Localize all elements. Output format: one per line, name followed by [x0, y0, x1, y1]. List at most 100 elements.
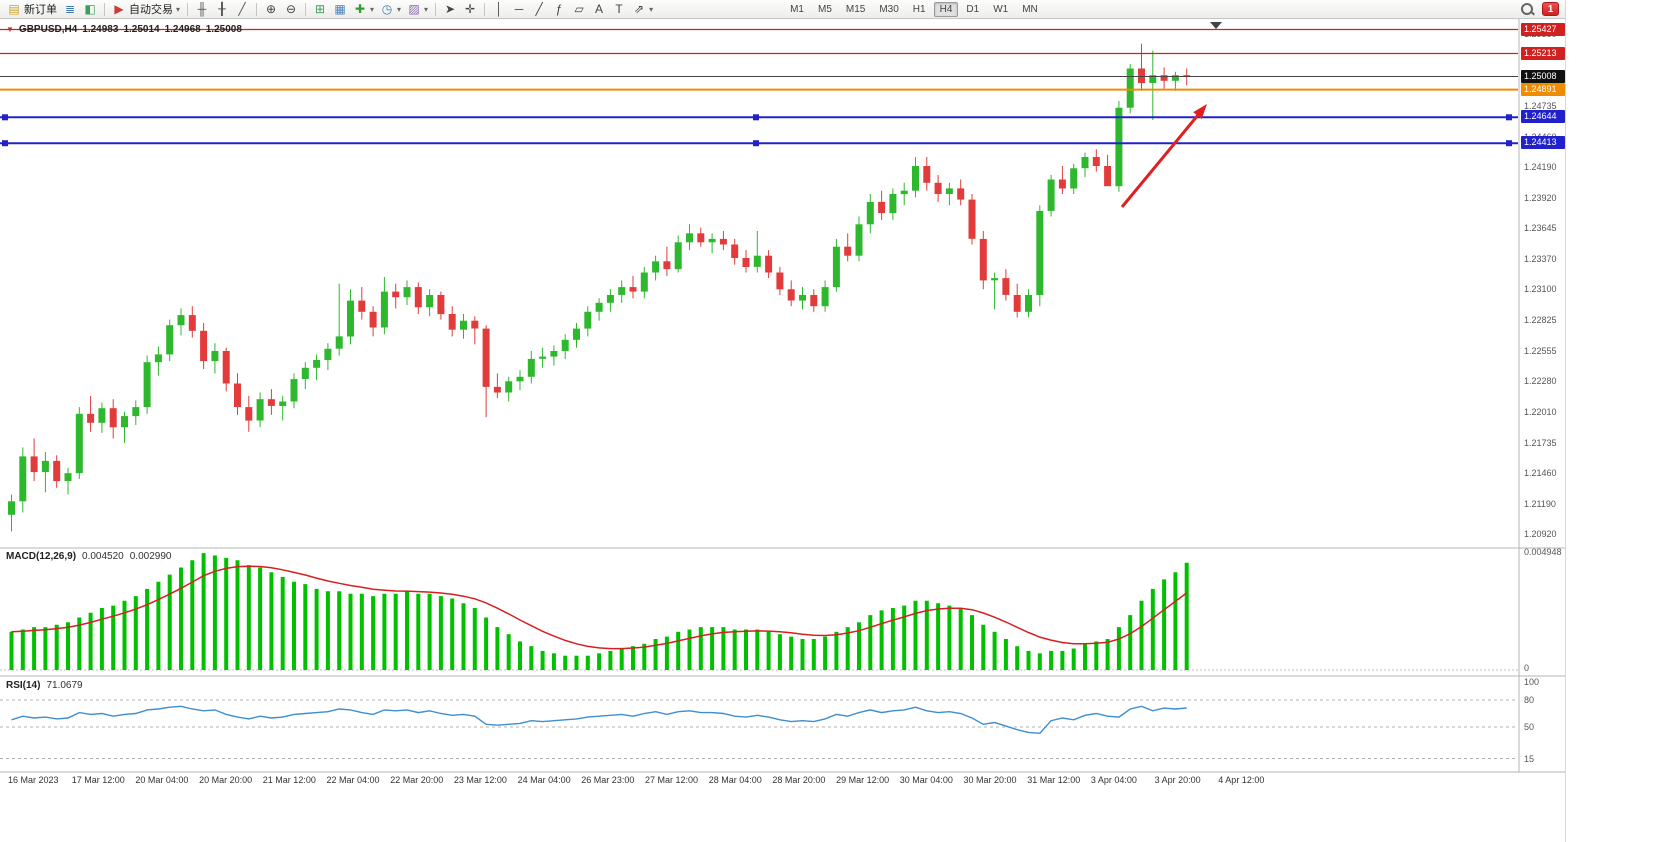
- timeframe-m5-button[interactable]: M5: [817, 3, 832, 15]
- fibonacci-icon: ƒ: [555, 2, 563, 16]
- rsi-scale-label: 80: [1524, 695, 1535, 705]
- dropdown-caret-icon: ▾: [649, 4, 654, 14]
- time-axis-label: 30 Mar 20:00: [963, 775, 1017, 785]
- text-button[interactable]: A: [589, 1, 609, 18]
- navigator-button[interactable]: ◧: [80, 1, 100, 18]
- navigator-icon: ◧: [84, 2, 96, 16]
- toolbar-right-group: 1: [1520, 2, 1561, 16]
- macd-zero-label: 0: [1524, 663, 1530, 673]
- autotrading-button[interactable]: ▶ 自动交易 ▾: [109, 1, 183, 18]
- price-tick-label: 1.21735: [1524, 437, 1557, 448]
- trendline-button[interactable]: ╱: [529, 1, 549, 18]
- new-order-label: 新订单: [24, 4, 57, 16]
- price-flag-support-upper: 1.24644: [1521, 110, 1565, 124]
- price-tick-label: 1.21460: [1524, 468, 1557, 479]
- timeframe-d1-button[interactable]: D1: [966, 3, 980, 15]
- cursor-button[interactable]: ➤: [440, 1, 460, 18]
- auto-arrange-button[interactable]: ▦: [330, 1, 350, 18]
- candlestick-chart-button[interactable]: ╂: [212, 1, 232, 18]
- time-axis-label: 21 Mar 12:00: [262, 775, 316, 785]
- price-tick-label: 1.22825: [1524, 315, 1557, 326]
- dropdown-caret-icon: ▾: [424, 4, 429, 14]
- indicators-button[interactable]: ✚ ▾: [350, 1, 377, 18]
- toolbar-separator: [305, 2, 307, 16]
- ohlc-close: 1.25008: [205, 24, 242, 35]
- ohlc-high: 1.25014: [123, 24, 160, 35]
- price-tick-label: 1.22280: [1524, 376, 1557, 387]
- autotrading-label: 自动交易: [129, 4, 173, 16]
- trendline-icon: ╱: [535, 2, 543, 16]
- time-scale[interactable]: 16 Mar 2023 17 Mar 12:00 20 Mar 04:00 20 Ma…: [0, 775, 1565, 789]
- toolbar-separator: [187, 2, 189, 16]
- arrows-tool-icon: ⇗: [634, 2, 645, 16]
- price-flag-current-price: 1.25008: [1521, 69, 1565, 83]
- text-label-icon: T: [615, 2, 623, 16]
- time-axis-label: 29 Mar 12:00: [836, 775, 890, 785]
- trend-arrow-annotation[interactable]: [1120, 104, 1207, 208]
- timeframe-m15-button[interactable]: M15: [845, 3, 866, 15]
- templates-button[interactable]: ▨ ▾: [404, 1, 431, 18]
- new-order-button[interactable]: ▤ 新订单: [4, 1, 60, 18]
- ohlc-low: 1.24968: [164, 24, 201, 35]
- toolbar: ▤ 新订单 ≣ ◧ ▶ 自动交易 ▾ ╫ ╂ ╱ ⊕ ⊖ ⊞ ▦ ✚ ▾ ◷ ▾ ▨ ▾ ➤ ✛ │ ─ ╱ ƒ ▱ A T ⇗ ▾ M1 M…: [0, 0, 1565, 19]
- time-axis-label: 31 Mar 12:00: [1027, 775, 1081, 785]
- price-tick-label: 1.22555: [1524, 345, 1557, 356]
- time-axis-label: 26 Mar 23:00: [581, 775, 635, 785]
- text-label-button[interactable]: T: [609, 1, 629, 18]
- timeframe-m1-button[interactable]: M1: [790, 3, 804, 15]
- symbol-marker-icon: ▼: [6, 25, 14, 34]
- time-axis-label: 28 Mar 04:00: [708, 775, 762, 785]
- new-order-icon: ▤: [8, 2, 20, 16]
- candlestick-series: [8, 43, 1191, 532]
- rsi-scale-label: 15: [1524, 753, 1535, 764]
- line-chart-button[interactable]: ╱: [232, 1, 252, 18]
- horizontal-lines-layer[interactable]: [0, 28, 1518, 147]
- timeframe-m30-button[interactable]: M30: [879, 3, 899, 15]
- fibonacci-button[interactable]: ƒ: [549, 1, 569, 18]
- bar-chart-icon: ╫: [197, 2, 207, 16]
- price-scale[interactable]: 1.253801.247351.244601.241901.239201.236…: [1521, 0, 1565, 800]
- macd-value-1: 0.004520: [82, 551, 124, 562]
- price-tick-label: 1.24735: [1524, 101, 1557, 112]
- autotrading-icon: ▶: [114, 2, 124, 16]
- crosshair-button[interactable]: ✛: [460, 1, 480, 18]
- price-flag-resistance-upper: 1.25427: [1521, 22, 1565, 36]
- macd-scale-label: 0.004948: [1524, 547, 1562, 557]
- price-tick-label: 1.23920: [1524, 192, 1557, 203]
- shapes-button[interactable]: ▱: [569, 1, 589, 18]
- market-watch-icon: ≣: [64, 2, 76, 16]
- notification-badge[interactable]: 1: [1542, 2, 1559, 16]
- rsi-value: 71.0679: [46, 680, 83, 691]
- time-axis-label: 20 Mar 04:00: [135, 775, 189, 785]
- market-watch-button[interactable]: ≣: [60, 1, 80, 18]
- zoom-out-button[interactable]: ⊖: [281, 1, 301, 18]
- time-axis-label: 3 Apr 04:00: [1090, 775, 1137, 785]
- vertical-line-icon: │: [495, 2, 503, 16]
- time-axis-label: 22 Mar 20:00: [390, 775, 444, 785]
- arrows-tool-button[interactable]: ⇗ ▾: [629, 1, 656, 18]
- horizontal-line-button[interactable]: ─: [509, 1, 529, 18]
- line-chart-icon: ╱: [238, 2, 246, 16]
- timeframe-h4-button[interactable]: H4: [933, 1, 959, 17]
- rsi-scale-label: 50: [1524, 722, 1535, 732]
- periods-button[interactable]: ◷ ▾: [377, 1, 404, 18]
- zoom-in-icon: ⊕: [265, 2, 277, 16]
- cursor-icon: ➤: [445, 2, 456, 16]
- toolbar-separator: [104, 2, 105, 16]
- price-tick-label: 1.20920: [1524, 528, 1557, 539]
- timeframe-h1-button[interactable]: H1: [912, 3, 926, 15]
- toolbar-separator: [256, 2, 258, 16]
- bar-chart-button[interactable]: ╫: [192, 1, 212, 18]
- chart-canvas[interactable]: [0, 0, 1565, 800]
- price-tick-label: 1.24190: [1524, 162, 1557, 173]
- chart-title: ▼ GBPUSD,H4 1.24983 1.25014 1.24968 1.25…: [6, 24, 242, 35]
- price-tick-label: 1.23645: [1524, 223, 1557, 234]
- timeframe-w1-button[interactable]: W1: [993, 3, 1009, 15]
- rsi-name: RSI(14): [6, 680, 41, 691]
- tile-windows-button[interactable]: ⊞: [310, 1, 330, 18]
- search-icon[interactable]: [1520, 2, 1534, 16]
- timeframe-mn-button[interactable]: MN: [1022, 3, 1038, 15]
- zoom-in-button[interactable]: ⊕: [261, 1, 281, 18]
- vertical-line-button[interactable]: │: [489, 1, 509, 18]
- dropdown-caret-icon: ▾: [397, 4, 402, 14]
